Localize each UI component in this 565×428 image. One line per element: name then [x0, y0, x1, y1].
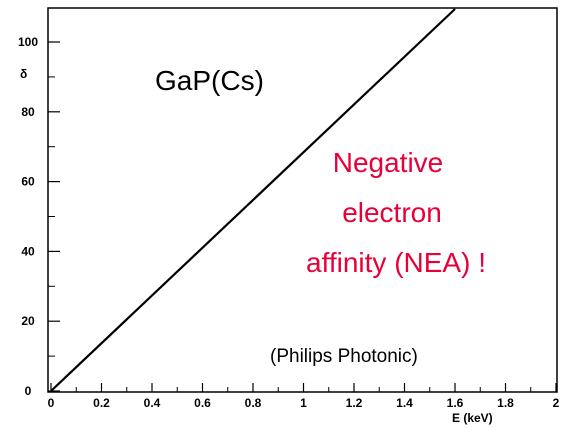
- x-axis-ticks: 0 0.2 0.4 0.6 0.8 1 1.2 1.4 1.6 1.8 2: [48, 383, 560, 410]
- x-tick-label-1: 0.2: [93, 396, 110, 410]
- y-tick-label-0: 0: [25, 384, 32, 398]
- x-tick-label-6: 1.2: [346, 396, 363, 410]
- series-line-0: [50, 8, 456, 392]
- y-tick-label-5: 100: [18, 35, 38, 49]
- chart-title: GaP(Cs): [155, 65, 264, 96]
- y-tick-label-1: 20: [21, 314, 35, 328]
- x-tick-label-9: 1.8: [497, 396, 514, 410]
- y-tick-label-4: 80: [21, 105, 35, 119]
- x-tick-label-3: 0.6: [194, 396, 211, 410]
- series-group: [50, 8, 456, 392]
- nea-annotation-line-2: electron: [342, 197, 442, 228]
- y-tick-label-2: 40: [21, 244, 35, 258]
- nea-annotation-line-3: affinity (NEA) !: [306, 247, 486, 278]
- plot-frame: [47, 7, 558, 393]
- x-tick-label-7: 1.4: [396, 396, 413, 410]
- x-tick-label-10: 2: [553, 396, 560, 410]
- x-tick-label-2: 0.4: [144, 396, 161, 410]
- y-tick-label-3: 60: [21, 175, 35, 189]
- y-axis-label: δ: [20, 67, 27, 81]
- x-tick-label-4: 0.8: [245, 396, 262, 410]
- x-tick-label-5: 1: [300, 396, 307, 410]
- x-tick-label-0: 0: [48, 396, 55, 410]
- y-axis-ticks: 0 20 40 60 80 100: [18, 35, 60, 398]
- source-annotation: (Philips Photonic): [270, 346, 418, 367]
- nea-annotation-line-1: Negative: [333, 147, 444, 178]
- x-tick-label-8: 1.6: [447, 396, 464, 410]
- x-axis-label: E (keV): [452, 411, 493, 425]
